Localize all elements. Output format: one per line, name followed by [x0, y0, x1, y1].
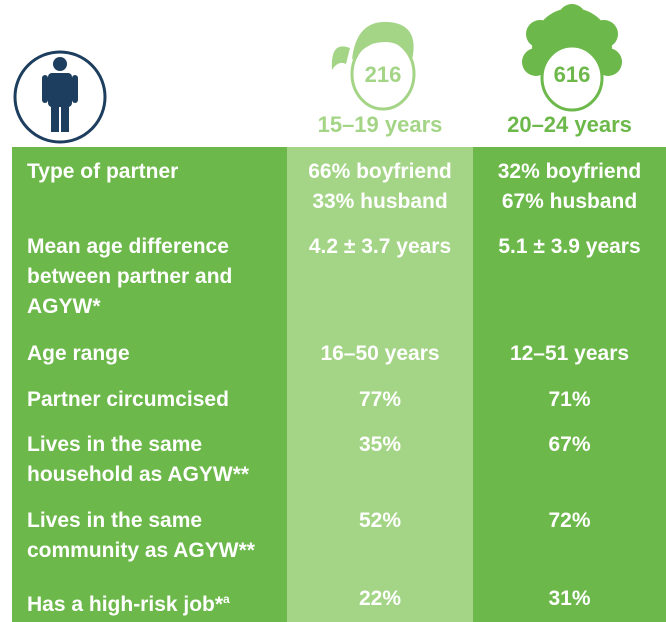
- row-value: 71%: [473, 385, 666, 415]
- label-line: Age range: [27, 339, 287, 369]
- label-line: household as AGYW**: [27, 460, 287, 490]
- value-line: 66% boyfriend: [287, 157, 473, 187]
- row-value: 4.2 ± 3.7 years: [287, 232, 473, 262]
- row-value: 67%: [473, 430, 666, 460]
- row-value: 12–51 years: [473, 339, 666, 369]
- row-value: 77%: [287, 385, 473, 415]
- row-value: 31%: [473, 584, 666, 614]
- row-value: 72%: [473, 506, 666, 536]
- value-line: 77%: [287, 385, 473, 415]
- value-line: 5.1 ± 3.9 years: [473, 232, 666, 262]
- value-line: 32% boyfriend: [473, 157, 666, 187]
- row-value: 35%: [287, 430, 473, 460]
- group-label: 20–24 years: [473, 112, 666, 138]
- value-line: 52%: [287, 506, 473, 536]
- label-line: Mean age difference: [27, 232, 287, 262]
- female-older-icon: [522, 4, 622, 110]
- group-count: 216: [365, 62, 402, 87]
- row-label: Partner circumcised: [27, 385, 287, 415]
- value-line: 16–50 years: [287, 339, 473, 369]
- value-line: 12–51 years: [473, 339, 666, 369]
- row-label: Age range: [27, 339, 287, 369]
- row-value: 52%: [287, 506, 473, 536]
- value-line: 33% husband: [287, 187, 473, 217]
- row-label: Has a high-risk job*a: [27, 584, 287, 620]
- value-line: 31%: [473, 584, 666, 614]
- label-line: Lives in the same: [27, 506, 287, 536]
- group-label: 15–19 years: [287, 112, 473, 138]
- value-line: 22%: [287, 584, 473, 614]
- row-label: Type of partner: [27, 157, 287, 187]
- label-line: AGYW*: [27, 292, 287, 322]
- male-icon: [15, 52, 105, 142]
- group-count: 616: [554, 62, 591, 87]
- row-value: 16–50 years: [287, 339, 473, 369]
- label-line: Type of partner: [27, 157, 287, 187]
- value-line: 67%: [473, 430, 666, 460]
- value-line: 67% husband: [473, 187, 666, 217]
- label-line: community as AGYW**: [27, 536, 287, 566]
- label-line: Has a high-risk job*a: [27, 584, 287, 620]
- label-superscript: a: [223, 592, 230, 606]
- value-line: 72%: [473, 506, 666, 536]
- row-value: 22%: [287, 584, 473, 614]
- value-line: 35%: [287, 430, 473, 460]
- value-line: 71%: [473, 385, 666, 415]
- label-line: Lives in the same: [27, 430, 287, 460]
- value-line: 4.2 ± 3.7 years: [287, 232, 473, 262]
- page: {"header": {"groups": [ {"count": "216",…: [0, 0, 666, 622]
- label-line: between partner and: [27, 262, 287, 292]
- label-line: Partner circumcised: [27, 385, 287, 415]
- row-value: 5.1 ± 3.9 years: [473, 232, 666, 262]
